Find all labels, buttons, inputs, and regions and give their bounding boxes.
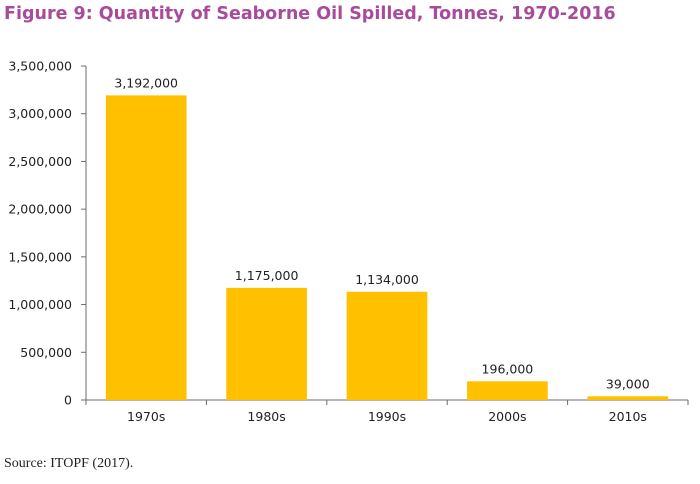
x-tick-label: 1990s xyxy=(368,409,406,424)
data-label: 39,000 xyxy=(606,376,650,391)
bars xyxy=(105,95,669,400)
y-axis: 0 500,000 1,000,000 1,500,000 2,000,000 2,500… xyxy=(8,59,87,408)
y-tick-label: 500,000 xyxy=(20,345,72,360)
x-tick-label: 1970s xyxy=(127,409,165,424)
data-label: 3,192,000 xyxy=(114,75,178,90)
y-tick-label: 2,500,000 xyxy=(8,154,72,169)
y-tick-label: 3,500,000 xyxy=(8,59,72,74)
x-tick-label: 2000s xyxy=(488,409,526,424)
x-tick-label: 2010s xyxy=(609,409,647,424)
x-tick-label: 1980s xyxy=(247,409,285,424)
bar xyxy=(105,95,187,400)
y-tick-label: 1,000,000 xyxy=(8,297,72,312)
y-tick-label: 0 xyxy=(64,393,72,408)
bar xyxy=(467,381,548,400)
y-tick-label: 3,000,000 xyxy=(8,106,72,121)
x-axis: 1970s 1980s 1990s 2000s 2010s xyxy=(85,399,689,424)
data-label: 1,175,000 xyxy=(235,268,299,283)
source-note: Source: ITOPF (2017). xyxy=(4,456,134,471)
y-tick-label: 2,000,000 xyxy=(8,202,72,217)
data-label: 196,000 xyxy=(482,361,534,376)
data-labels: 3,192,000 1,175,000 1,134,000 196,000 39,000 xyxy=(114,75,649,391)
bar xyxy=(346,291,428,400)
y-tick-label: 1,500,000 xyxy=(8,249,72,264)
bar xyxy=(587,396,669,400)
chart-title: Figure 9: Quantity of Seaborne Oil Spill… xyxy=(4,4,616,24)
bar xyxy=(226,287,307,400)
data-label: 1,134,000 xyxy=(355,272,419,287)
